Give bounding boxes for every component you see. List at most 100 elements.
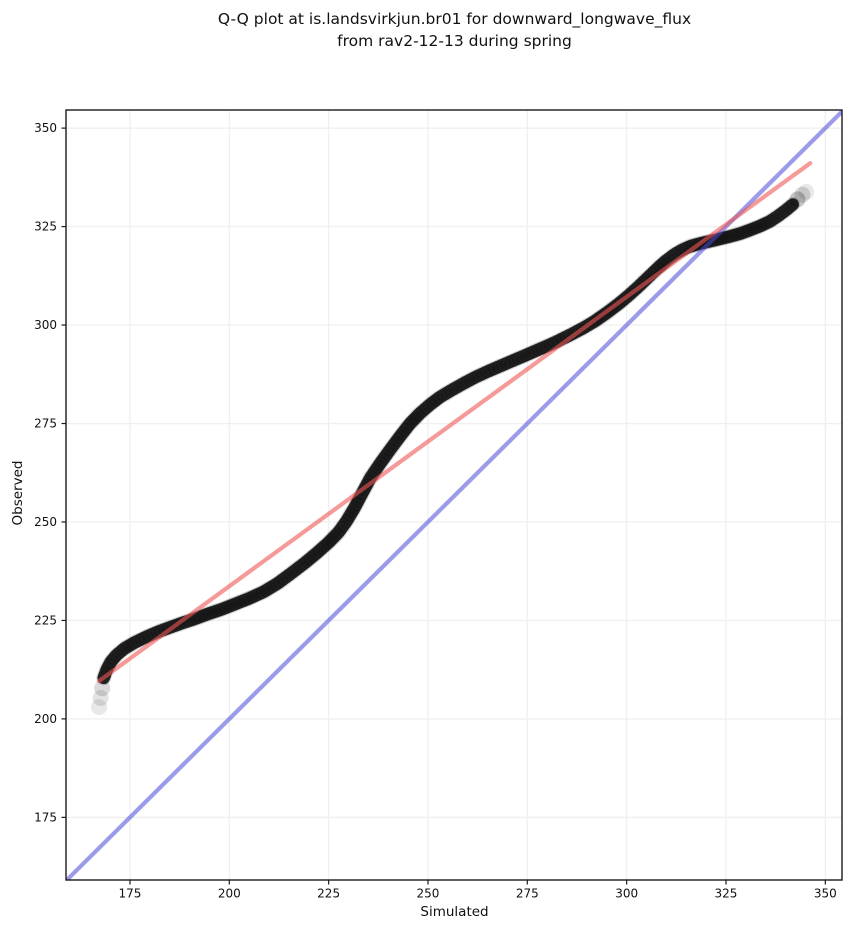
scatter-point	[103, 654, 119, 670]
scatter-point	[559, 329, 575, 344]
scatter-point	[109, 647, 124, 663]
scatter-point	[460, 373, 476, 389]
scatter-point	[511, 350, 527, 366]
scatter-point	[259, 582, 275, 598]
scatter-point	[318, 537, 334, 553]
scatter-point	[333, 521, 349, 536]
scatter-point	[343, 507, 358, 522]
scatter-point	[488, 360, 503, 376]
scatter-point	[762, 214, 778, 229]
scatter-point	[725, 228, 741, 243]
y-tick-label: 175	[34, 810, 57, 824]
scatter-point	[382, 442, 398, 457]
scatter-point	[405, 413, 421, 429]
scatter-point	[412, 405, 428, 421]
y-axis-label: Observed	[10, 460, 26, 526]
scatter-point	[375, 452, 391, 468]
scatter-point	[503, 353, 519, 369]
scatter-point	[312, 542, 328, 558]
scatter-point	[309, 545, 325, 561]
scatter-point	[276, 571, 292, 587]
y-tick-label: 350	[34, 121, 57, 135]
scatter-point	[402, 416, 418, 431]
scatter-point-faint	[92, 690, 109, 706]
scatter-point	[300, 553, 316, 568]
x-axis-label: Simulated	[420, 904, 489, 920]
scatter-point-faint	[798, 183, 815, 200]
scatter-point	[774, 205, 790, 221]
scatter-point	[436, 387, 452, 403]
x-tick-label: 175	[119, 887, 142, 901]
scatter-point	[266, 578, 281, 594]
scatter-point	[739, 223, 754, 239]
scatter-point	[742, 222, 758, 238]
scatter-point	[377, 448, 393, 464]
scatter-point	[448, 380, 464, 396]
scatter-point	[200, 606, 215, 622]
scatter-point	[227, 596, 243, 612]
scatter-point	[429, 392, 445, 408]
scatter-point	[196, 607, 212, 623]
scatter-point	[748, 220, 764, 235]
scatter-point	[390, 432, 406, 447]
scatter-point	[419, 400, 435, 415]
scatter-point	[415, 402, 431, 418]
scatter-point	[410, 408, 425, 424]
scatter-point-faint	[94, 680, 111, 697]
x-tick-label: 300	[615, 887, 638, 901]
x-tick-label: 325	[715, 887, 738, 901]
scatter-point	[432, 389, 448, 405]
chart-title: Q-Q plot at is.landsvirkjun.br01 for dow…	[66, 8, 843, 52]
scatter-point	[345, 503, 360, 519]
scatter-point	[732, 226, 748, 242]
scatter-point	[116, 641, 132, 657]
scatter-point	[262, 580, 278, 596]
scatter-point	[231, 595, 247, 610]
x-tick-label: 200	[218, 887, 241, 901]
scatter-point	[745, 221, 761, 237]
scatter-point	[385, 438, 401, 454]
scatter-point	[238, 592, 254, 608]
x-tick-label: 350	[814, 887, 837, 901]
scatter-point	[507, 352, 523, 368]
scatter-point	[372, 455, 388, 471]
scatter-point	[328, 527, 344, 543]
scatter-point	[286, 563, 302, 579]
scatter-point	[290, 560, 306, 576]
scatter-point	[755, 217, 771, 233]
scatter-point	[472, 367, 488, 383]
scatter-point	[193, 609, 208, 625]
scatter-point	[126, 635, 142, 651]
scatter-point	[130, 633, 146, 649]
scatter-point	[781, 200, 797, 215]
y-tick-label: 250	[34, 515, 57, 529]
scatter-point	[203, 605, 219, 621]
y-tick-label: 300	[34, 318, 57, 332]
scatter-point	[248, 587, 264, 603]
scatter-point	[245, 589, 261, 605]
scatter-point	[331, 524, 347, 540]
scatter-point	[407, 410, 423, 426]
scatter-point	[422, 397, 438, 413]
scatter-point	[729, 227, 745, 243]
scatter-point	[336, 517, 352, 533]
scatter-point	[349, 496, 364, 512]
scatter-point	[220, 599, 236, 615]
scatter-band	[97, 198, 799, 685]
y-tick-label: 225	[34, 613, 57, 627]
scatter-point	[347, 500, 362, 516]
plot-border	[65, 109, 843, 881]
identity-line	[66, 110, 842, 880]
scatter-point	[468, 369, 484, 385]
scatter-point	[397, 422, 413, 438]
scatter-point	[339, 513, 354, 529]
scatter-point	[499, 355, 515, 371]
scatter-point	[323, 532, 339, 548]
scatter-point	[496, 357, 511, 373]
scatter-point	[456, 375, 472, 391]
scatter-point	[279, 568, 295, 584]
scatter-point	[452, 378, 468, 394]
scatter-point	[785, 197, 801, 212]
